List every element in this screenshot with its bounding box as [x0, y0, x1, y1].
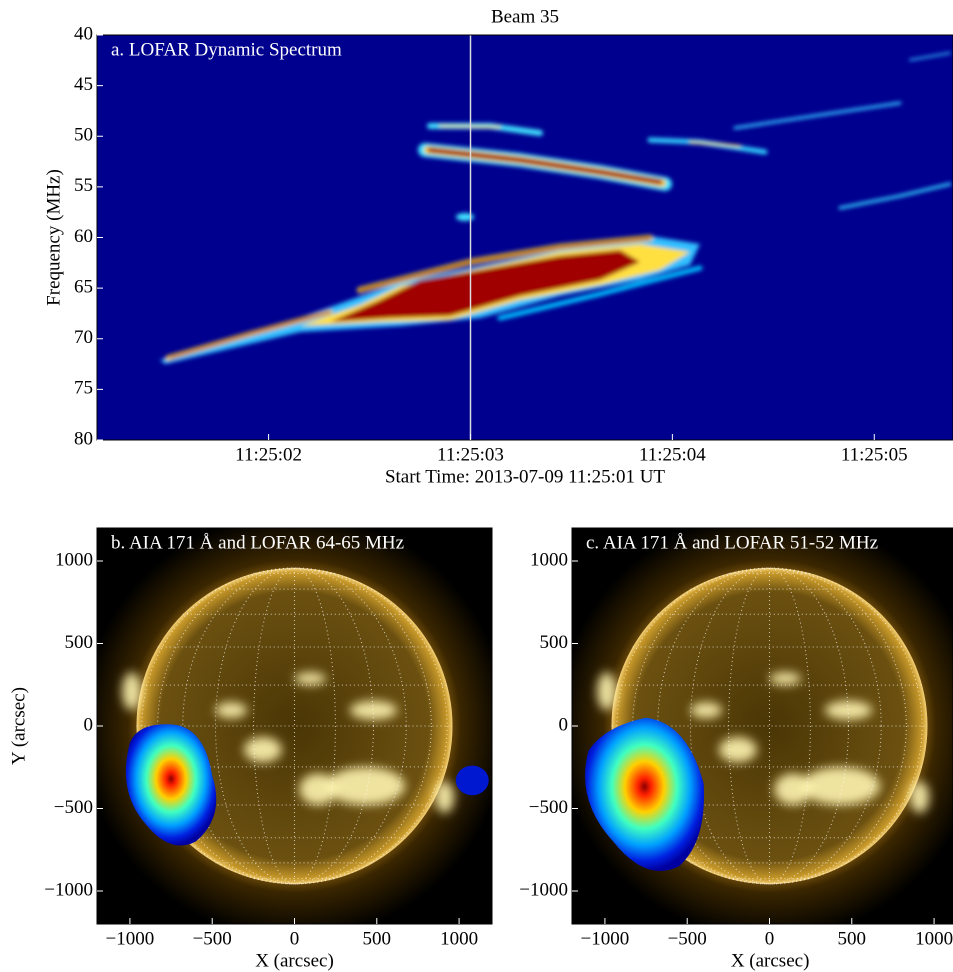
x-tick-label: 1000	[915, 928, 953, 949]
active-region	[122, 672, 142, 711]
longitude	[141, 567, 448, 885]
y-tick-label: 65	[74, 276, 93, 297]
radio-source	[455, 765, 489, 796]
burst	[169, 311, 331, 359]
y-tick-label: 60	[74, 226, 93, 247]
longitude	[157, 567, 432, 885]
burst	[838, 182, 952, 210]
panel: b. AIA 171 Å and LOFAR 64-65 MHz −1000 −50…	[8, 527, 493, 971]
y-tick-label: 1000	[55, 549, 93, 570]
x-tick-label: 11:25:02	[235, 444, 302, 465]
active-region	[910, 781, 930, 813]
y-tick-label: 500	[65, 632, 94, 653]
x-tick-label: 11:25:04	[639, 444, 706, 465]
y-tick-label: 50	[74, 125, 93, 146]
heliographic-grid	[136, 567, 453, 885]
x-tick-label: 0	[290, 928, 300, 949]
active-region	[769, 672, 802, 685]
y-tick-label: −1000	[44, 879, 93, 900]
y-tick-label: 75	[74, 378, 93, 399]
burst	[358, 236, 652, 292]
longitude	[215, 567, 374, 885]
annotation: c. AIA 171 Å and LOFAR 51-52 MHz	[586, 532, 878, 553]
x-axis-label: X (arcsec)	[255, 950, 334, 971]
active-region	[435, 781, 455, 813]
burst	[456, 213, 474, 221]
active-region	[215, 702, 248, 719]
radio-source	[585, 717, 705, 871]
x-axis-label: Start Time: 2013-07-09 11:25:01 UT	[385, 466, 665, 487]
panels: Beam 35 a. LOFAR Dynamic Spectrum 11:25:02…	[8, 6, 953, 971]
y-axis-label: Y (arcsec)	[8, 687, 29, 765]
x-tick-label: 1000	[440, 928, 478, 949]
active-region	[774, 773, 813, 805]
x-tick-label: 500	[838, 928, 867, 949]
spectrum-background	[97, 35, 953, 440]
y-tick-label: 40	[74, 23, 93, 44]
active-region	[801, 767, 881, 805]
burst	[689, 141, 741, 147]
x-tick-label: −1000	[106, 928, 155, 949]
y-tick-label: 1000	[530, 549, 568, 570]
longitude	[689, 567, 849, 885]
x-tick-label: 11:25:05	[841, 444, 908, 465]
active-region	[597, 672, 617, 711]
burst	[330, 250, 640, 322]
x-tick-label: −1000	[581, 928, 630, 949]
chart-title: Beam 35	[491, 6, 559, 27]
annotation: a. LOFAR Dynamic Spectrum	[111, 39, 342, 60]
x-tick-label: 11:25:03	[437, 444, 504, 465]
x-tick-label: 500	[363, 928, 392, 949]
longitude	[616, 567, 923, 885]
panel: Beam 35 a. LOFAR Dynamic Spectrum 11:25:02…	[43, 6, 953, 487]
active-region	[294, 672, 327, 685]
y-tick-label: 45	[74, 74, 93, 95]
burst	[909, 52, 951, 61]
active-region	[299, 773, 338, 805]
burst	[733, 101, 902, 130]
radio-source	[125, 724, 217, 846]
burst	[497, 265, 703, 321]
y-tick-label: −500	[54, 797, 93, 818]
image-content	[572, 528, 953, 924]
y-axis-label: Frequency (MHz)	[43, 169, 64, 306]
y-tick-label: −1000	[519, 879, 568, 900]
active-regions	[122, 672, 455, 813]
x-tick-label: 0	[765, 928, 775, 949]
x-tick-label: −500	[668, 928, 707, 949]
active-region	[326, 767, 406, 805]
y-tick-label: 0	[559, 714, 569, 735]
y-tick-label: 80	[74, 428, 93, 449]
active-region	[690, 702, 723, 719]
active-region	[718, 737, 757, 763]
panel: c. AIA 171 Å and LOFAR 51-52 MHz −1000 −50…	[519, 527, 953, 971]
longitude	[182, 567, 407, 885]
longitude	[657, 567, 882, 885]
y-tick-label: 55	[74, 175, 93, 196]
y-tick-label: 0	[84, 714, 94, 735]
image-content	[97, 528, 492, 924]
annotation: b. AIA 171 Å and LOFAR 64-65 MHz	[111, 532, 404, 553]
active-region	[243, 737, 282, 763]
burst	[427, 147, 663, 185]
y-tick-label: 70	[74, 327, 93, 348]
x-axis-label: X (arcsec)	[731, 950, 810, 971]
y-tick-label: −500	[529, 797, 568, 818]
x-tick-label: −500	[193, 928, 232, 949]
y-tick-label: 500	[540, 632, 569, 653]
